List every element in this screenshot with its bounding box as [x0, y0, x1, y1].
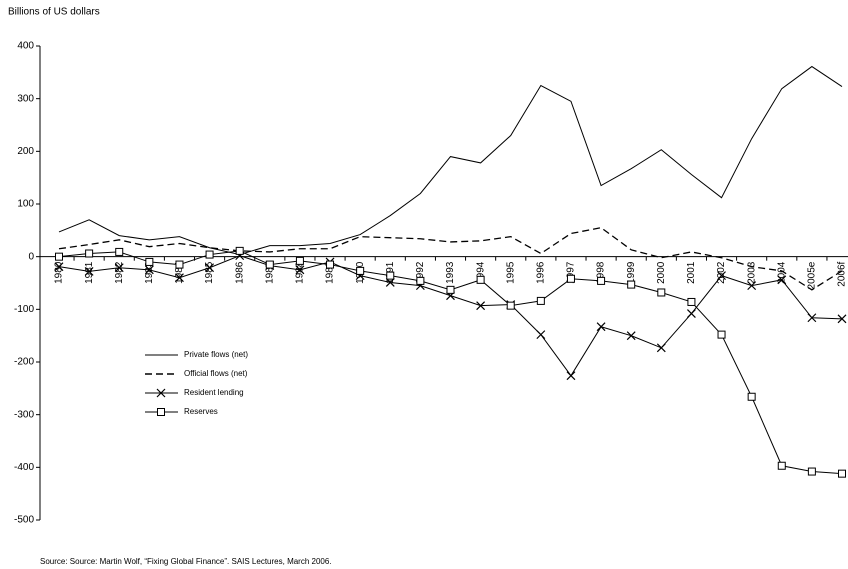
- y-axis-label: Billions of US dollars: [8, 7, 100, 18]
- x-tick-label: 1996: [535, 261, 546, 284]
- x-tick-label: 1982: [114, 261, 125, 284]
- x-tick-label: 1993: [445, 261, 456, 284]
- y-tick-label: -300: [14, 409, 34, 420]
- point-marker: [777, 275, 787, 285]
- point-marker: [657, 288, 666, 297]
- point-marker: [777, 461, 786, 470]
- x-tick-label: 1987: [264, 261, 275, 284]
- x-tick-label: 2002: [716, 261, 727, 284]
- point-marker: [717, 330, 726, 339]
- x-tick-label: 1997: [566, 261, 577, 284]
- point-marker: [356, 266, 365, 275]
- point-marker: [838, 469, 846, 478]
- x-tick-label: 1994: [475, 261, 486, 284]
- point-marker: [446, 285, 455, 294]
- y-tick-label: 300: [17, 93, 34, 104]
- x-tick-label: 2001: [686, 261, 697, 284]
- point-marker: [115, 247, 124, 256]
- legend-label: Resident lending: [184, 388, 244, 397]
- point-marker: [566, 274, 575, 283]
- point-marker: [295, 256, 304, 265]
- series-line: [58, 227, 843, 291]
- x-tick-label: 1983: [144, 261, 155, 284]
- point-marker: [596, 322, 606, 332]
- point-marker: [385, 278, 395, 287]
- point-marker: [566, 371, 576, 381]
- x-tick-label: 2000: [656, 261, 667, 284]
- legend-label: Private flows (net): [184, 350, 248, 359]
- point-marker: [55, 252, 63, 261]
- point-marker: [686, 309, 696, 318]
- point-marker: [476, 301, 486, 311]
- point-marker: [175, 260, 184, 269]
- point-marker: [536, 330, 546, 340]
- x-tick-label: 1995: [505, 261, 516, 284]
- x-tick-label: 1992: [415, 261, 426, 284]
- point-marker: [295, 265, 305, 275]
- x-tick-label: 1984: [174, 261, 185, 284]
- point-marker: [54, 262, 64, 272]
- point-marker: [416, 276, 425, 285]
- x-tick-label: 2003: [746, 261, 757, 284]
- series-line: [58, 65, 843, 256]
- y-tick-label: 400: [17, 41, 34, 52]
- y-tick-label: 0: [28, 251, 34, 262]
- x-tick-label: 1988: [295, 261, 306, 284]
- point-marker: [326, 260, 335, 269]
- point-marker: [235, 246, 244, 255]
- source-note: Source: Source: Martin Wolf, “Fixing Glo…: [40, 557, 332, 566]
- point-marker: [476, 275, 485, 284]
- point-marker: [627, 280, 636, 289]
- x-tick-label: 1986: [234, 261, 245, 284]
- point-marker: [837, 314, 847, 324]
- y-tick-label: -400: [14, 462, 34, 473]
- y-tick-label: -100: [14, 304, 34, 315]
- point-marker: [175, 273, 184, 283]
- y-tick-label: -500: [14, 515, 34, 526]
- point-marker: [205, 250, 214, 259]
- point-marker: [807, 467, 816, 476]
- point-marker: [626, 331, 636, 341]
- x-tick-label: 1989: [325, 261, 336, 284]
- y-tick-label: 200: [17, 146, 34, 157]
- point-marker: [157, 408, 165, 416]
- x-tick-label: 2006f: [837, 261, 848, 286]
- point-marker: [265, 260, 274, 269]
- point-marker: [747, 281, 757, 291]
- point-marker: [597, 276, 606, 285]
- x-tick-label: 1999: [626, 261, 637, 284]
- x-tick-label: 1980: [54, 261, 65, 284]
- x-tick-label: 2004: [776, 261, 787, 284]
- point-marker: [145, 257, 154, 266]
- legend-label: Reserves: [184, 407, 218, 416]
- point-marker: [386, 271, 395, 280]
- point-marker: [506, 301, 515, 310]
- y-tick-label: -200: [14, 357, 34, 368]
- point-marker: [717, 271, 726, 281]
- x-tick-label: 2005e: [807, 261, 818, 289]
- point-marker: [84, 266, 94, 276]
- point-marker: [656, 343, 666, 353]
- point-marker: [114, 263, 124, 273]
- point-marker: [807, 313, 817, 323]
- x-tick-label: 1985: [204, 261, 215, 284]
- legend-label: Official flows (net): [184, 369, 248, 378]
- point-marker: [144, 265, 154, 275]
- x-tick-label: 1981: [84, 261, 95, 284]
- point-marker: [205, 263, 215, 273]
- point-marker: [536, 296, 545, 305]
- point-marker: [747, 392, 756, 401]
- x-tick-label: 1998: [596, 261, 607, 284]
- y-tick-label: 100: [17, 199, 34, 210]
- point-marker: [156, 388, 166, 398]
- point-marker: [687, 297, 696, 306]
- point-marker: [85, 249, 94, 258]
